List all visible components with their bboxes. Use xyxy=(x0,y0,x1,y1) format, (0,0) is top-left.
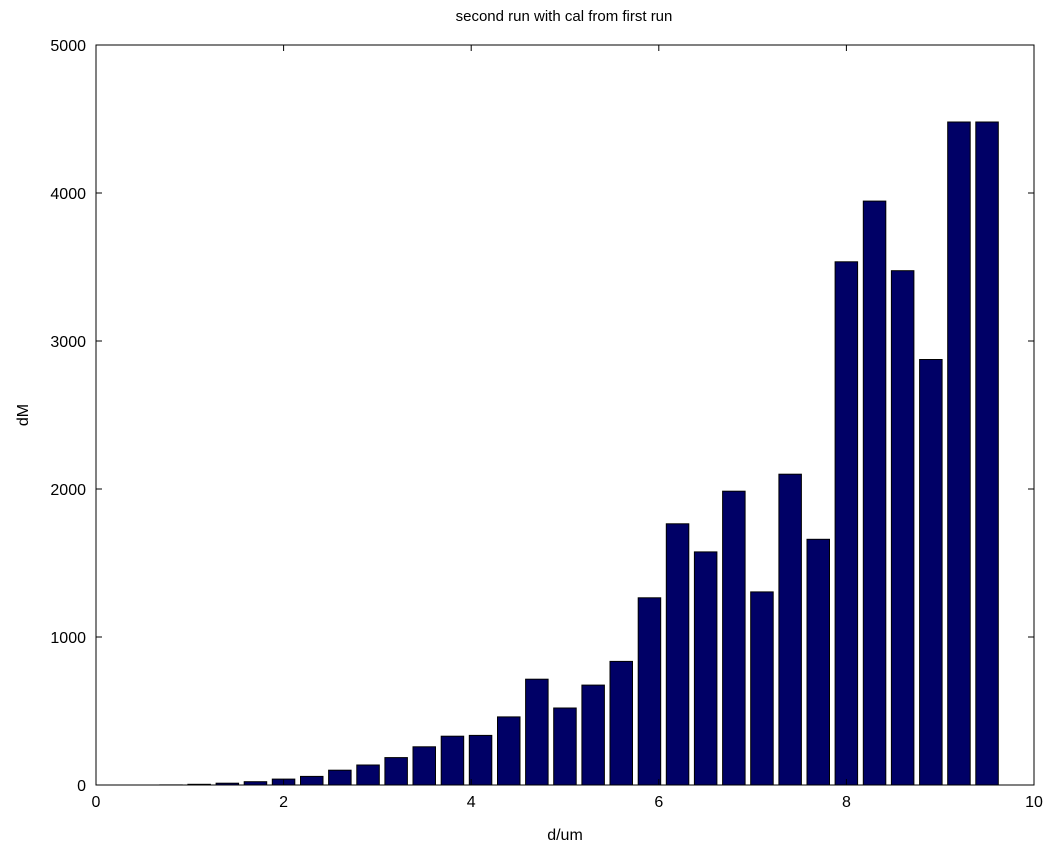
bar xyxy=(920,360,943,786)
bar xyxy=(779,474,802,785)
chart-title: second run with cal from first run xyxy=(456,8,673,25)
bar xyxy=(413,747,436,785)
y-tick-label: 3000 xyxy=(50,334,86,351)
bar xyxy=(385,758,408,785)
y-tick-label: 2000 xyxy=(50,482,86,499)
bar xyxy=(301,776,324,785)
x-axis-label: d/um xyxy=(547,827,583,844)
bar xyxy=(357,765,380,785)
y-tick-label: 1000 xyxy=(50,630,86,647)
bar xyxy=(948,122,971,785)
x-tick-label: 6 xyxy=(654,794,663,811)
x-tick-label: 4 xyxy=(467,794,476,811)
bar xyxy=(751,592,774,785)
bar xyxy=(329,770,352,785)
bar xyxy=(863,201,886,785)
bar xyxy=(610,661,633,785)
x-tick-label: 0 xyxy=(92,794,101,811)
bar xyxy=(694,552,717,785)
bars-group xyxy=(160,122,999,785)
bar xyxy=(976,122,999,785)
bar xyxy=(666,524,689,785)
bar xyxy=(469,735,492,785)
bar xyxy=(526,679,549,785)
bar xyxy=(638,598,661,785)
y-tick-label: 5000 xyxy=(50,38,86,55)
bar xyxy=(891,271,914,785)
bar xyxy=(554,708,577,785)
bar xyxy=(498,717,521,785)
bar xyxy=(582,685,605,785)
y-tick-label: 0 xyxy=(77,778,86,795)
bar xyxy=(441,736,464,785)
y-axis-label: dM xyxy=(15,404,32,426)
y-tick-label: 4000 xyxy=(50,186,86,203)
bar xyxy=(835,262,858,785)
bar xyxy=(723,491,746,785)
x-tick-label: 2 xyxy=(279,794,288,811)
x-tick-label: 8 xyxy=(842,794,851,811)
x-tick-label: 10 xyxy=(1025,794,1043,811)
bar xyxy=(807,539,830,785)
